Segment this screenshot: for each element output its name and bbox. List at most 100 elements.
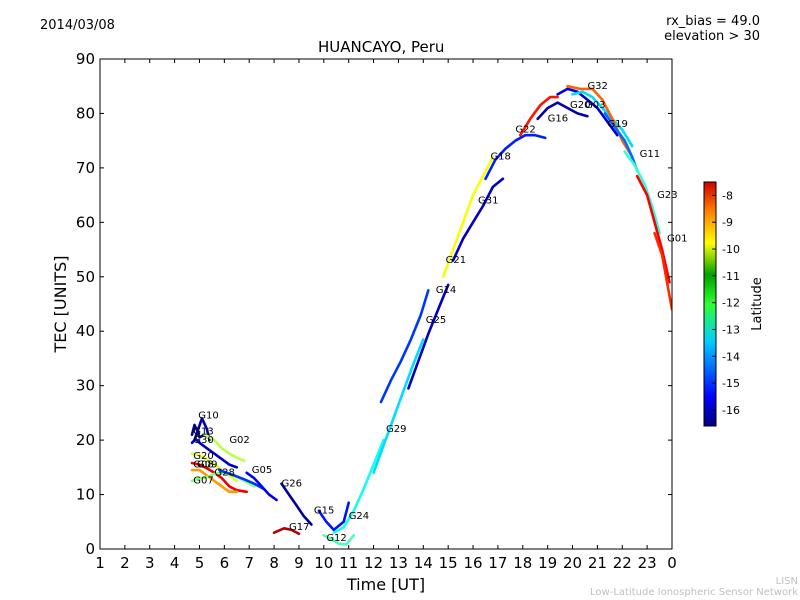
series-line-g01 [653, 231, 672, 311]
x-axis-label: Time [UT] [346, 575, 425, 594]
x-tick-label: 5 [195, 554, 205, 572]
satellite-label: G22 [515, 125, 535, 136]
chart-title: HUANCAYO, Peru [318, 38, 445, 56]
satellite-label: G14 [436, 285, 456, 296]
x-tick-label: 12 [364, 554, 383, 572]
x-tick-label: 8 [269, 554, 279, 572]
series-line-g02 [203, 433, 246, 463]
series-line-g23 [635, 174, 671, 284]
x-tick-label: 22 [613, 554, 632, 572]
x-tick-label: 4 [170, 554, 180, 572]
series-line-g12 [322, 534, 355, 546]
colorbar-tick-label: -9 [722, 216, 733, 229]
y-tick-label: 80 [76, 104, 95, 122]
series-line-g20 [190, 452, 239, 483]
series-line-g09 [190, 468, 239, 494]
series-line-g05 [245, 471, 278, 502]
series-line-g26 [280, 482, 313, 526]
x-tick-label: 13 [389, 554, 408, 572]
satellite-label: G09 [197, 459, 217, 470]
satellite-label: G16 [548, 114, 568, 125]
x-tick-label: 11 [339, 554, 358, 572]
y-tick-label: 10 [76, 486, 95, 504]
satellite-label: G19 [607, 119, 627, 130]
series-line-g28 [218, 468, 266, 491]
x-tick-label: 7 [244, 554, 254, 572]
x-tick-label: 6 [220, 554, 230, 572]
x-tick-label: 9 [294, 554, 304, 572]
series-line-g20b [556, 87, 619, 137]
y-tick-label: 70 [76, 159, 95, 177]
satellite-label: G20 [193, 451, 213, 462]
series-line-g17 [272, 527, 301, 536]
satellite-label: G13 [193, 427, 213, 438]
y-axis-label: TEC [UNITS] [51, 256, 70, 354]
x-tick-label: 2 [120, 554, 130, 572]
x-tick-label: 3 [145, 554, 155, 572]
satellite-label: G02 [229, 435, 249, 446]
x-tick-label: 15 [439, 554, 458, 572]
satellite-label: G08 [193, 459, 213, 470]
series-line-g15 [317, 501, 350, 532]
satellite-label: G28 [214, 468, 234, 479]
x-tick-label: 23 [638, 554, 657, 572]
satellite-label: G11 [640, 149, 660, 160]
series-line-g21 [441, 155, 495, 279]
series-line-g13 [190, 423, 206, 439]
series-line-g14 [379, 289, 430, 404]
elevation-label: elevation > 30 [664, 29, 760, 44]
satellite-label: G17 [289, 522, 309, 533]
series-line-g19 [603, 112, 639, 172]
satellite-label: G31 [478, 195, 498, 206]
series-line-g30 [190, 437, 239, 469]
satellite-label: G23 [657, 190, 677, 201]
series-line-g31 [451, 177, 505, 262]
y-tick-label: 20 [76, 431, 95, 449]
x-tick-label: 0 [667, 554, 677, 572]
y-tick-label: 50 [76, 268, 95, 286]
x-tick-label: 14 [414, 554, 433, 572]
satellite-label: G10 [198, 410, 218, 421]
y-tick-label: 0 [85, 540, 95, 558]
date-label: 2014/03/08 [40, 18, 115, 33]
x-tick-label: 1 [95, 554, 105, 572]
colorbar-label: Latitude [750, 277, 765, 331]
series-line-g22 [519, 95, 559, 137]
series-line-g16 [536, 101, 589, 121]
x-tick-label: 21 [588, 554, 607, 572]
satellite-label: G30 [193, 435, 213, 446]
credit-short: LISN [775, 576, 798, 587]
series-line-g03 [571, 90, 634, 148]
colorbar-tick-label: -10 [722, 243, 740, 256]
satellite-label: G07 [193, 476, 213, 487]
x-tick-label: 17 [488, 554, 507, 572]
colorbar-tick-label: -11 [722, 270, 740, 283]
series-line-g29 [372, 338, 425, 475]
x-tick-label: 20 [563, 554, 582, 572]
satellite-label: G20 [570, 100, 590, 111]
y-tick-label: 90 [76, 50, 95, 68]
colorbar-tick-label: -13 [722, 323, 740, 336]
colorbar-tick-label: -15 [722, 377, 740, 390]
satellite-label: G15 [314, 506, 334, 517]
satellite-label: G26 [282, 478, 302, 489]
rx-bias-label: rx_bias = 49.0 [666, 14, 760, 29]
y-tick-label: 30 [76, 377, 95, 395]
satellite-label: G32 [587, 81, 607, 92]
x-tick-label: 18 [513, 554, 532, 572]
x-tick-label: 19 [538, 554, 557, 572]
y-tick-label: 40 [76, 322, 95, 340]
satellite-label: G29 [386, 424, 406, 435]
colorbar-tick-label: -14 [722, 350, 740, 363]
satellite-label: G21 [446, 255, 466, 266]
satellite-label: G18 [490, 152, 510, 163]
series-line-g08 [190, 461, 248, 494]
colorbar-tick-label: -16 [722, 404, 740, 417]
satellite-label: G05 [252, 465, 272, 476]
colorbar-tick-label: -8 [722, 189, 733, 202]
series-line-g25 [407, 283, 450, 390]
satellite-label: G03 [585, 100, 605, 111]
satellite-label: G01 [667, 233, 687, 244]
satellite-label: G24 [349, 511, 369, 522]
